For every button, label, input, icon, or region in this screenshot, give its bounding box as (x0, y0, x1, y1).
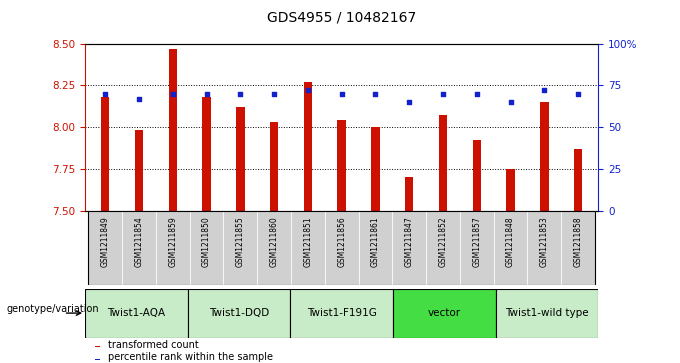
Point (100, 91, 111, 97)
Bar (88, 211, 122, 285)
Point (471, 91, 482, 97)
Bar (460, 211, 494, 285)
Text: GSM1211848: GSM1211848 (506, 216, 515, 267)
Text: GSM1211858: GSM1211858 (574, 216, 583, 267)
Bar (95, 346, 100, 347)
Bar (304, 82, 312, 211)
Point (404, 99, 415, 105)
Bar (392, 211, 426, 285)
Bar (494, 211, 528, 285)
Text: GSM1211853: GSM1211853 (540, 216, 549, 267)
Bar (405, 177, 413, 211)
Bar (496, 289, 598, 338)
Bar (393, 289, 496, 338)
Text: GSM1211855: GSM1211855 (236, 216, 245, 267)
Bar (426, 211, 460, 285)
Point (133, 96, 144, 102)
Text: GSM1211859: GSM1211859 (169, 216, 177, 267)
Bar (169, 49, 177, 211)
Bar (101, 97, 109, 211)
Point (235, 91, 245, 97)
Text: GSM1211849: GSM1211849 (101, 216, 109, 267)
Text: GSM1211851: GSM1211851 (303, 216, 312, 267)
Bar (236, 107, 245, 211)
Text: Twist1-AQA: Twist1-AQA (107, 308, 165, 318)
Text: genotype/variation: genotype/variation (7, 305, 99, 314)
Text: Twist1-DQD: Twist1-DQD (209, 308, 269, 318)
Text: GSM1211860: GSM1211860 (270, 216, 279, 267)
Text: GDS4955 / 10482167: GDS4955 / 10482167 (267, 11, 416, 25)
Bar (528, 211, 561, 285)
Text: GSM1211857: GSM1211857 (473, 216, 481, 267)
Bar (540, 102, 549, 211)
Bar (224, 211, 257, 285)
Bar (85, 289, 188, 338)
Text: GSM1211850: GSM1211850 (202, 216, 211, 267)
Bar (439, 115, 447, 211)
Bar (291, 211, 325, 285)
Bar (371, 127, 379, 211)
Bar (290, 289, 393, 338)
Bar (203, 97, 211, 211)
Bar (574, 149, 582, 211)
Text: GSM1211854: GSM1211854 (135, 216, 143, 267)
Text: Twist1-wild type: Twist1-wild type (505, 308, 589, 318)
Text: GSM1211861: GSM1211861 (371, 216, 380, 267)
Point (438, 91, 449, 97)
Point (370, 91, 381, 97)
Text: transformed count: transformed count (108, 340, 199, 350)
Point (269, 91, 279, 97)
Bar (270, 122, 278, 211)
Text: GSM1211852: GSM1211852 (439, 216, 447, 267)
Point (201, 91, 212, 97)
Point (573, 91, 583, 97)
Point (505, 99, 516, 105)
Bar (190, 211, 224, 285)
Point (539, 87, 550, 93)
Point (303, 87, 313, 93)
Bar (358, 211, 392, 285)
Bar (561, 211, 595, 285)
Bar (507, 169, 515, 211)
Bar (337, 121, 346, 211)
Bar (257, 211, 291, 285)
Bar (188, 289, 290, 338)
Text: Twist1-F191G: Twist1-F191G (307, 308, 377, 318)
Bar (122, 211, 156, 285)
Point (167, 91, 178, 97)
Point (336, 91, 347, 97)
Bar (135, 130, 143, 211)
Text: GSM1211856: GSM1211856 (337, 216, 346, 267)
Text: percentile rank within the sample: percentile rank within the sample (108, 352, 273, 362)
Bar (325, 211, 358, 285)
Text: vector: vector (428, 308, 461, 318)
Bar (95, 359, 100, 360)
Bar (156, 211, 190, 285)
Text: GSM1211847: GSM1211847 (405, 216, 413, 267)
Bar (473, 140, 481, 211)
